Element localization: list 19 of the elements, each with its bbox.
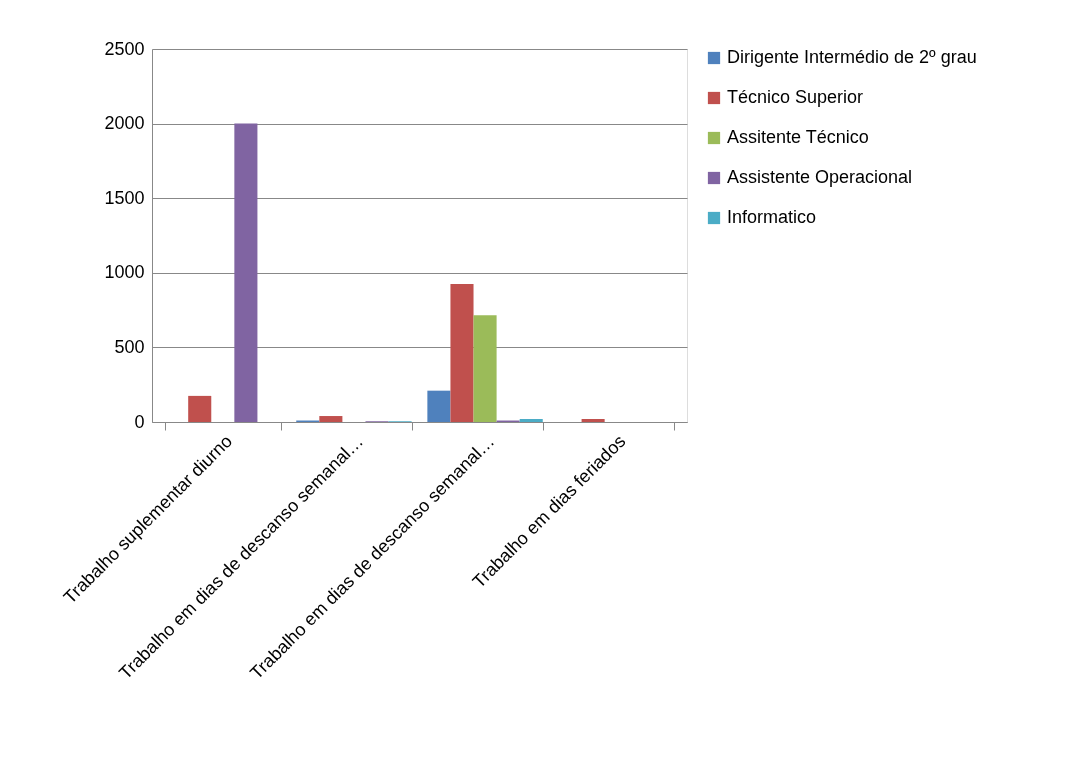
y-tick-label: 2000 bbox=[104, 113, 145, 134]
y-tick-label: 1500 bbox=[104, 187, 145, 208]
legend-label: Assistente Operacional bbox=[727, 167, 913, 187]
legend-label: Dirigente Intermédio de 2º grau bbox=[727, 47, 977, 67]
bar bbox=[473, 315, 497, 422]
bar bbox=[427, 390, 451, 422]
bar bbox=[450, 283, 474, 422]
bar bbox=[319, 416, 343, 422]
y-tick-label: 2500 bbox=[104, 38, 145, 59]
y-tick-label: 0 bbox=[134, 411, 145, 432]
bar bbox=[519, 419, 543, 422]
y-tick-label: 1000 bbox=[104, 262, 145, 283]
bar bbox=[234, 123, 258, 422]
y-tick-label: 500 bbox=[114, 336, 145, 357]
bar bbox=[581, 419, 605, 422]
bar bbox=[188, 395, 212, 422]
legend-label: Técnico Superior bbox=[727, 87, 864, 107]
legend-label: Assitente Técnico bbox=[727, 127, 869, 147]
legend-label: Informatico bbox=[727, 207, 817, 227]
